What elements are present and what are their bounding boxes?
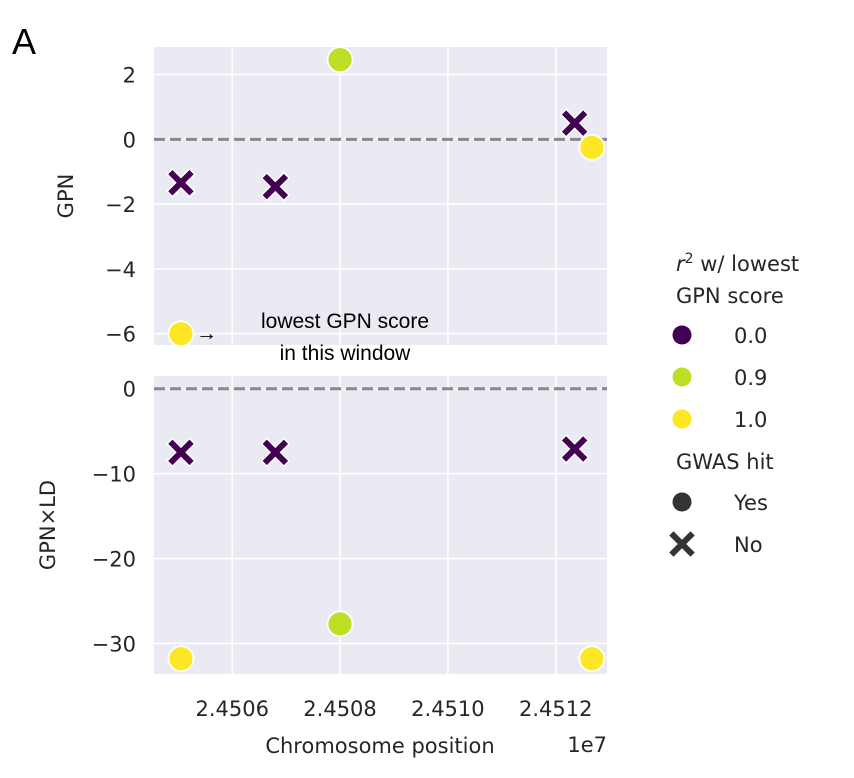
- data-point-gpn_ld-2: [326, 610, 354, 638]
- subplot-gpn: 2 0 −2 −4 −6: [105, 46, 607, 348]
- y-tick-label: 2: [123, 64, 136, 88]
- annotation: → lowest GPN score in this window: [196, 310, 429, 365]
- data-point-gpn_ld-3: [559, 434, 590, 464]
- x-tick-label: 2.4508: [303, 697, 376, 721]
- x-axis-label: Chromosome position: [265, 734, 494, 758]
- data-point-gpn_ld-4: [578, 645, 606, 673]
- legend-style-label: Yes: [733, 491, 768, 515]
- y-tick-label: −4: [105, 258, 136, 282]
- legend: r2 w/ lowest GPN score 0.0 0.9 1.0 GWAS hi…: [667, 251, 799, 559]
- x-tick-label: 2.4510: [411, 697, 484, 721]
- legend-circle-marker: [672, 492, 692, 512]
- legend-hue-entries: 0.0 0.9 1.0: [672, 324, 767, 432]
- data-point-gpn_ld-5: [167, 645, 195, 673]
- legend-hue-label: 0.9: [734, 366, 767, 390]
- annotation-arrow: →: [196, 322, 217, 345]
- legend-hue-label: 1.0: [734, 408, 767, 432]
- legend-hue-marker: [672, 367, 692, 387]
- subplot-gpn-ld: 0 −10 −20 −30: [92, 376, 607, 674]
- x-tick-label: 2.4512: [519, 697, 592, 721]
- y-tick-label: −6: [105, 323, 136, 347]
- data-point-gpn-5: [167, 320, 195, 348]
- data-point-gpn-2: [326, 46, 354, 74]
- legend-hue-title-line2: GPN score: [676, 284, 784, 308]
- legend-style-label: No: [734, 533, 763, 557]
- y-tick-label: 0: [123, 378, 136, 402]
- x-offset-label: 1e7: [567, 733, 607, 757]
- data-point-gpn-3: [559, 108, 590, 138]
- data-point-gpn_ld-0: [166, 437, 196, 468]
- legend-hue-marker: [672, 409, 692, 429]
- y-tick-label: −10: [92, 463, 136, 487]
- legend-hue-marker: [672, 325, 692, 345]
- y-tick-label: −20: [92, 548, 136, 572]
- legend-hue-title-r: r: [676, 252, 686, 276]
- annotation-line2: in this window: [280, 342, 412, 365]
- legend-hue-label: 0.0: [734, 324, 767, 348]
- legend-hue-title-rest: w/ lowest: [694, 252, 800, 276]
- annotation-line1: lowest GPN score: [261, 310, 429, 333]
- data-point-gpn-0: [166, 167, 196, 198]
- data-point-gpn_ld-1: [260, 437, 291, 468]
- data-point-gpn-1: [260, 171, 291, 202]
- y-axis-label-gpn-ld: GPN×LD: [36, 480, 60, 570]
- x-tick-label: 2.4506: [195, 697, 268, 721]
- y-tick-label: −2: [105, 193, 136, 217]
- x-tick-labels: 2.4506 2.4508 2.4510 2.4512: [195, 697, 592, 721]
- legend-hue-title-sup: 2: [685, 251, 694, 267]
- panel-label: A: [12, 21, 36, 62]
- legend-style-title: GWAS hit: [676, 450, 774, 474]
- plot-background: [154, 47, 607, 345]
- data-point-gpn-4: [578, 134, 606, 161]
- y-tick-label: −30: [92, 632, 136, 656]
- y-axis-label-gpn: GPN: [54, 174, 78, 219]
- legend-style-entries: Yes No: [667, 491, 768, 559]
- plot-background: [154, 376, 607, 674]
- legend-hue-title-line1: r2 w/ lowest: [676, 251, 799, 276]
- legend-x-marker: [667, 529, 697, 559]
- y-tick-label: 0: [123, 128, 136, 152]
